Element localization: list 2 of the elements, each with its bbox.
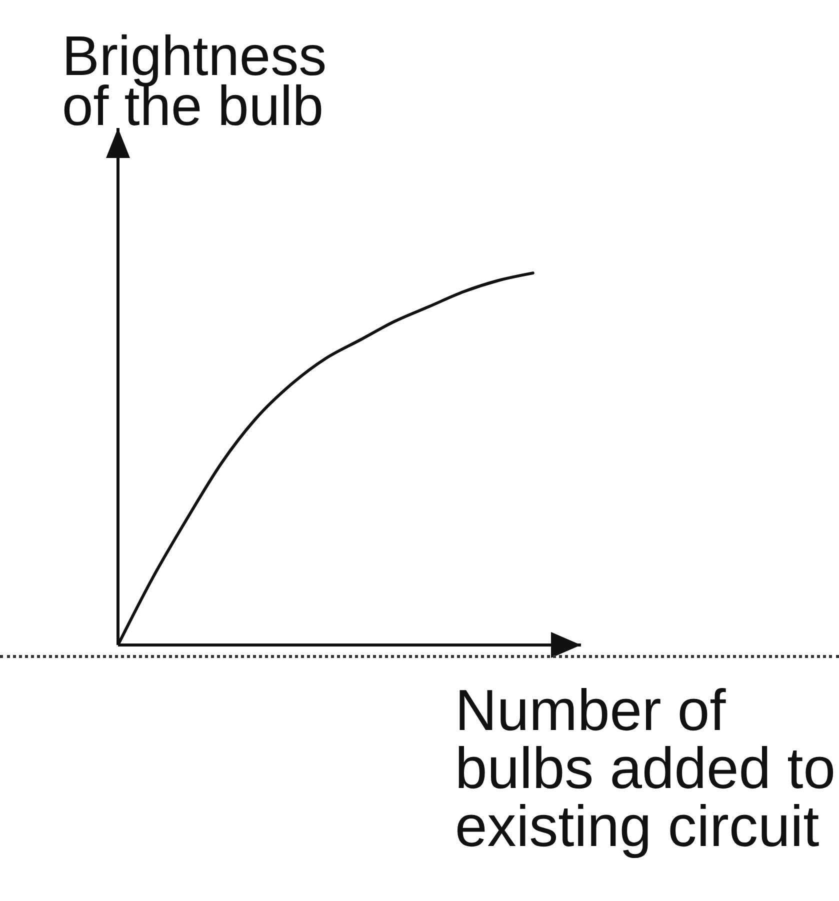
y-axis-title: Brightness of the bulb	[62, 24, 327, 137]
x-axis-title: Number of bulbs added to existing circuit	[455, 678, 836, 859]
